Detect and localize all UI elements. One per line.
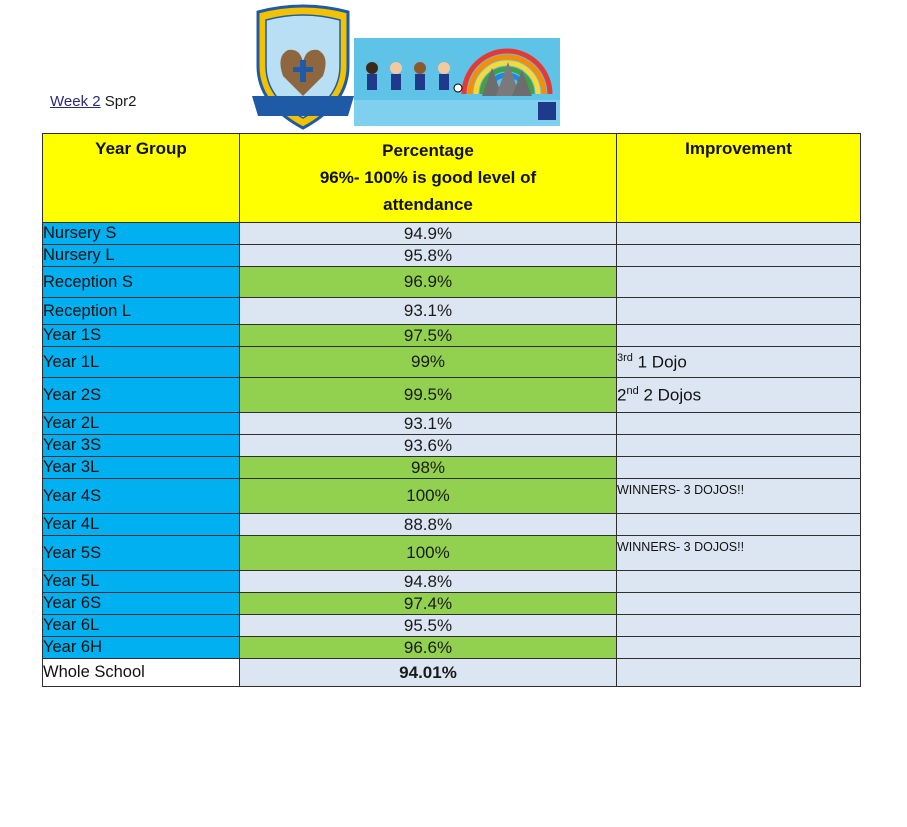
table-row: Year 3L 98%	[42, 456, 861, 479]
header-percentage-line3: attendance	[383, 195, 473, 214]
table-row: Year 2S 99.5% 2nd 2 Dojos	[42, 377, 861, 413]
percentage-cell: 98%	[239, 456, 617, 479]
table-row: Year 6H 96.6%	[42, 636, 861, 659]
header-improvement: Improvement	[616, 133, 861, 223]
percentage-cell: 100%	[239, 535, 617, 571]
improvement-cell	[616, 222, 861, 245]
improvement-cell: WINNERS- 3 DOJOS!!	[616, 535, 861, 571]
percentage-cell: 88.8%	[239, 513, 617, 536]
table-row: Year 4S 100% WINNERS- 3 DOJOS!!	[42, 478, 861, 514]
header-percentage-line2: 96%- 100% is good level of	[319, 168, 537, 187]
table-row: Reception L 93.1%	[42, 297, 861, 325]
percentage-cell: 95.5%	[239, 614, 617, 637]
improvement-cell	[616, 636, 861, 659]
term-label: Spr2	[100, 93, 137, 110]
year-group-cell: Year 2S	[42, 377, 240, 413]
year-group-cell: Year 5S	[42, 535, 240, 571]
week-number: Week 2	[50, 93, 101, 110]
table-row: Year 5L 94.8%	[42, 570, 861, 593]
year-group-cell: Year 3L	[42, 456, 240, 479]
year-group-cell: Year 2L	[42, 412, 240, 435]
year-group-cell: Year 4S	[42, 478, 240, 514]
improvement-cell	[616, 570, 861, 593]
header-percentage-line1: Percentage	[382, 141, 474, 160]
attendance-table: Year Group Percentage 96%- 100% is good …	[42, 133, 861, 687]
percentage-cell: 94.8%	[239, 570, 617, 593]
table-row: Year 5S 100% WINNERS- 3 DOJOS!!	[42, 535, 861, 571]
improvement-cell	[616, 244, 861, 267]
table-row: Reception S 96.9%	[42, 266, 861, 298]
improvement-cell	[616, 412, 861, 435]
year-group-cell: Year 4L	[42, 513, 240, 536]
header-year-group: Year Group	[42, 133, 240, 223]
percentage-cell: 94.01%	[239, 658, 617, 687]
percentage-cell: 96.6%	[239, 636, 617, 659]
percentage-cell: 100%	[239, 478, 617, 514]
table-row: Year 2L 93.1%	[42, 412, 861, 435]
improvement-cell	[616, 456, 861, 479]
table-row: Year 4L 88.8%	[42, 513, 861, 536]
improvement-cell	[616, 614, 861, 637]
improvement-text: 1 Dojo	[632, 352, 687, 372]
improvement-cell	[616, 513, 861, 536]
percentage-cell: 96.9%	[239, 266, 617, 298]
percentage-cell: 97.4%	[239, 592, 617, 615]
percentage-cell: 93.6%	[239, 434, 617, 457]
year-group-cell: Reception L	[42, 297, 240, 325]
improvement-cell: 3rd 1 Dojo	[616, 346, 861, 378]
year-group-cell: Nursery S	[42, 222, 240, 245]
improvement-cell	[616, 266, 861, 298]
year-group-cell: Nursery L	[42, 244, 240, 267]
improvement-cell: WINNERS- 3 DOJOS!!	[616, 478, 861, 514]
percentage-cell: 95.8%	[239, 244, 617, 267]
table-row: Year 3S 93.6%	[42, 434, 861, 457]
school-values-banner	[354, 38, 560, 126]
table-row: Year 1S 97.5%	[42, 324, 861, 347]
table-row: Nursery L 95.8%	[42, 244, 861, 267]
improvement-cell: 2nd 2 Dojos	[616, 377, 861, 413]
improvement-cell	[616, 434, 861, 457]
improvement-cell	[616, 324, 861, 347]
year-group-cell: Year 6L	[42, 614, 240, 637]
improvement-cell	[616, 658, 861, 687]
improvement-text: 2 Dojos	[638, 385, 702, 405]
improvement-cell	[616, 592, 861, 615]
table-row: Year 1L 99% 3rd 1 Dojo	[42, 346, 861, 378]
year-group-cell: Year 1L	[42, 346, 240, 378]
week-label: Week 2 Spr2	[50, 93, 136, 110]
school-logo	[248, 4, 560, 132]
table-row-whole-school: Whole School 94.01%	[42, 658, 861, 687]
percentage-cell: 97.5%	[239, 324, 617, 347]
year-group-cell: Year 6S	[42, 592, 240, 615]
year-group-cell: Year 6H	[42, 636, 240, 659]
percentage-cell: 93.1%	[239, 297, 617, 325]
table-row: Nursery S 94.9%	[42, 222, 861, 245]
percentage-cell: 99.5%	[239, 377, 617, 413]
improvement-rank: 2	[617, 385, 627, 405]
table-row: Year 6L 95.5%	[42, 614, 861, 637]
year-group-cell: Reception S	[42, 266, 240, 298]
year-group-cell: Year 3S	[42, 434, 240, 457]
school-crest-icon	[252, 4, 354, 130]
percentage-cell: 99%	[239, 346, 617, 378]
table-row: Year 6S 97.4%	[42, 592, 861, 615]
year-group-cell: Year 1S	[42, 324, 240, 347]
improvement-rank-suffix: nd	[626, 384, 639, 397]
percentage-cell: 93.1%	[239, 412, 617, 435]
header-row: Year Group Percentage 96%- 100% is good …	[42, 133, 861, 223]
header-percentage: Percentage 96%- 100% is good level of at…	[239, 133, 617, 223]
improvement-cell	[616, 297, 861, 325]
year-group-cell: Whole School	[42, 658, 240, 687]
percentage-cell: 94.9%	[239, 222, 617, 245]
year-group-cell: Year 5L	[42, 570, 240, 593]
improvement-rank-suffix: 3rd	[617, 351, 633, 364]
